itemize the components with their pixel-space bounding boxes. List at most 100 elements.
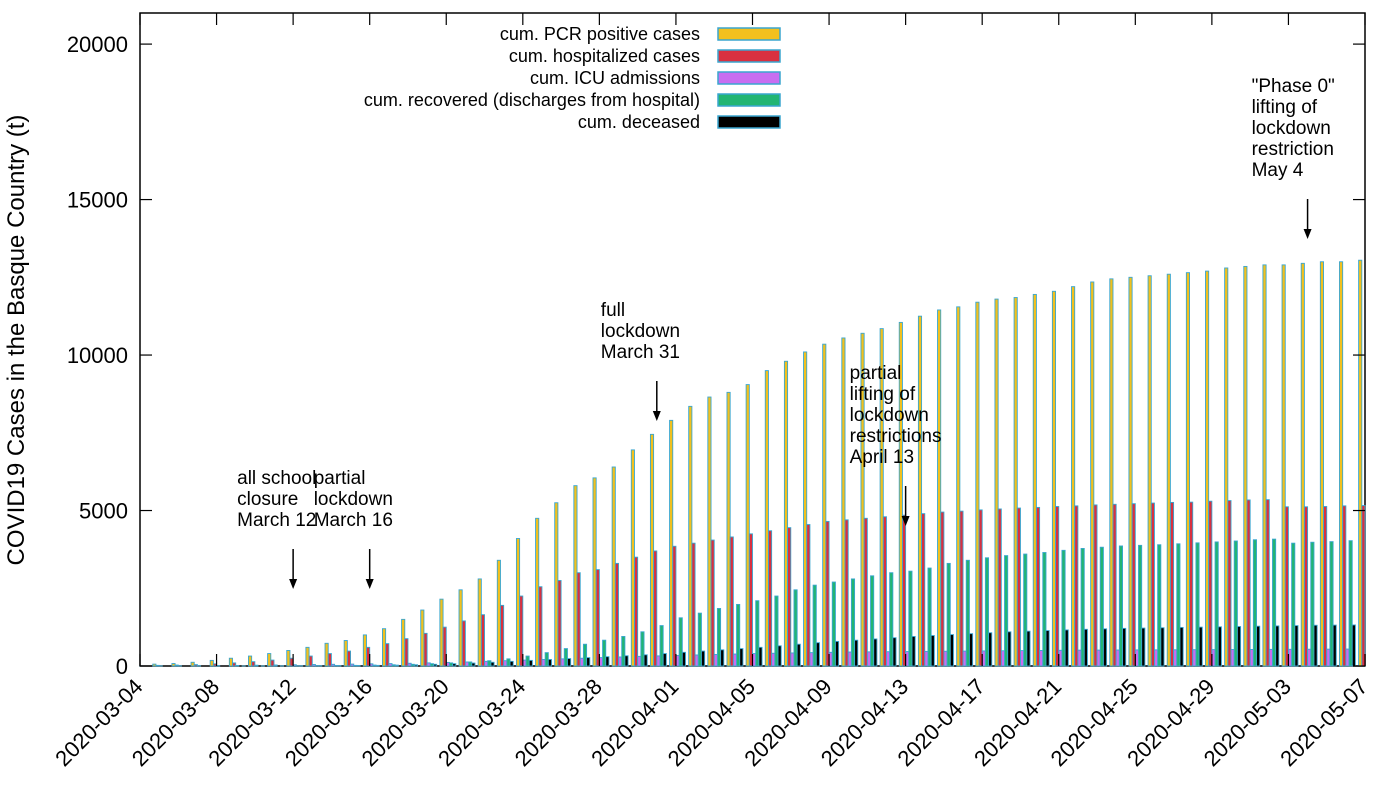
bar: [984, 557, 990, 667]
bar: [1128, 276, 1133, 667]
bar: [1281, 264, 1286, 667]
bar: [1339, 261, 1344, 667]
annotation-text: closure: [237, 489, 298, 510]
y-tick-label: 5000: [79, 499, 128, 524]
bar: [943, 650, 948, 667]
bar: [490, 661, 495, 667]
bar: [768, 530, 773, 667]
bar: [1064, 629, 1069, 667]
annotation-arrowhead: [1303, 229, 1312, 239]
annotation-text: partial: [850, 363, 902, 384]
bar: [968, 633, 974, 667]
bar: [439, 598, 444, 667]
bar: [783, 360, 789, 667]
bar: [1275, 625, 1280, 667]
annotation-arrowhead: [652, 411, 661, 421]
bar: [669, 419, 674, 667]
bar: [452, 663, 457, 667]
y-axis-label: COVID19 Cases in the Basque Country (t): [3, 115, 30, 566]
bar: [1118, 545, 1123, 667]
legend-swatch: [717, 71, 781, 85]
bar: [1361, 505, 1366, 667]
annotation-arrowhead: [365, 579, 374, 589]
bar: [410, 663, 415, 667]
bar: [471, 662, 476, 667]
bar: [464, 661, 470, 667]
bar: [1246, 499, 1251, 667]
bar: [739, 648, 744, 667]
bar: [500, 604, 505, 667]
bar: [940, 511, 945, 667]
bar: [1252, 539, 1257, 667]
annotation-text: lifting of: [850, 384, 916, 405]
annotation-text: restrictions: [850, 426, 942, 447]
bar: [1224, 267, 1229, 667]
bar: [515, 538, 521, 667]
bar: [209, 659, 214, 667]
bar: [1307, 648, 1312, 667]
bar: [1160, 627, 1165, 667]
bar: [541, 659, 546, 667]
bar: [487, 660, 492, 667]
bar: [774, 595, 779, 667]
bar: [324, 642, 329, 667]
bar: [586, 657, 591, 667]
bar: [346, 650, 351, 667]
bar: [193, 664, 198, 667]
bar: [854, 639, 859, 667]
bar: [653, 550, 658, 667]
y-tick-label: 10000: [67, 343, 128, 368]
bar: [917, 315, 923, 667]
bar: [1051, 290, 1057, 667]
bar: [155, 664, 160, 667]
bar: [1141, 627, 1146, 667]
bar: [404, 638, 409, 667]
bar: [863, 517, 868, 667]
bar: [889, 572, 894, 667]
bar: [1102, 628, 1108, 667]
bar: [611, 466, 616, 667]
bar: [582, 643, 588, 667]
annotation-text: lockdown: [850, 405, 929, 426]
bar: [1195, 542, 1200, 667]
bar: [1233, 540, 1238, 667]
bar: [401, 618, 406, 667]
bar: [988, 632, 993, 667]
bar: [713, 654, 718, 667]
bar: [1020, 650, 1025, 667]
bar: [1147, 275, 1152, 667]
bar: [327, 653, 332, 667]
bar: [1157, 544, 1162, 667]
annotation-text: all school: [237, 468, 316, 489]
bar: [595, 569, 600, 667]
bar: [745, 384, 750, 667]
annotation-text: full: [601, 300, 625, 321]
legend-label: cum. PCR positive cases: [500, 24, 700, 44]
bar: [544, 652, 549, 667]
bar: [691, 542, 696, 667]
bar: [356, 665, 361, 667]
bar: [860, 332, 865, 667]
bar: [618, 656, 623, 667]
bar: [787, 527, 792, 667]
y-tick-label: 0: [116, 654, 128, 679]
bar: [1319, 261, 1324, 667]
bar: [525, 655, 530, 667]
bar: [1300, 262, 1305, 667]
bar: [1026, 630, 1031, 667]
bar: [834, 640, 840, 667]
bar: [1138, 544, 1143, 667]
bar: [1166, 273, 1171, 667]
bar: [382, 628, 387, 667]
bar: [825, 520, 830, 667]
bar: [286, 650, 291, 667]
bar: [394, 664, 399, 667]
bar: [484, 660, 489, 667]
bar: [362, 634, 367, 667]
bar: [732, 653, 737, 667]
bar: [930, 635, 935, 667]
bar: [1291, 542, 1296, 667]
bar: [171, 663, 176, 667]
bar: [886, 651, 891, 667]
bar: [1080, 548, 1085, 667]
